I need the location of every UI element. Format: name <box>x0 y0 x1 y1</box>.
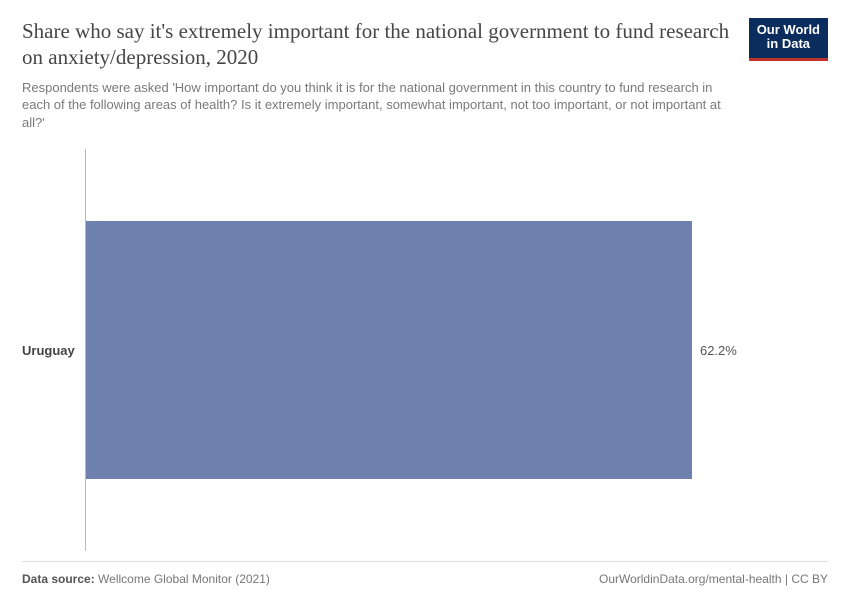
logo-line-1: Our World <box>757 23 820 37</box>
bar-uruguay <box>86 221 692 478</box>
source-text: Wellcome Global Monitor (2021) <box>98 572 270 586</box>
logo-line-2: in Data <box>757 37 820 51</box>
chart-area: Uruguay 62.2% <box>22 149 828 551</box>
category-label-uruguay: Uruguay <box>22 343 75 358</box>
owid-logo: Our World in Data <box>749 18 828 61</box>
y-axis-labels: Uruguay <box>22 149 85 551</box>
chart-footer: Data source: Wellcome Global Monitor (20… <box>22 561 828 586</box>
chart-subtitle: Respondents were asked 'How important do… <box>22 79 737 132</box>
footer-source: Data source: Wellcome Global Monitor (20… <box>22 572 270 586</box>
footer-license: CC BY <box>785 572 828 586</box>
bar-row: 62.2% <box>86 221 768 478</box>
chart-title: Share who say it's extremely important f… <box>22 18 737 71</box>
value-label-uruguay: 62.2% <box>700 343 737 358</box>
source-prefix: Data source: <box>22 572 95 586</box>
footer-link[interactable]: OurWorldinData.org/mental-health <box>599 572 782 586</box>
plot-region: 62.2% <box>85 149 828 551</box>
